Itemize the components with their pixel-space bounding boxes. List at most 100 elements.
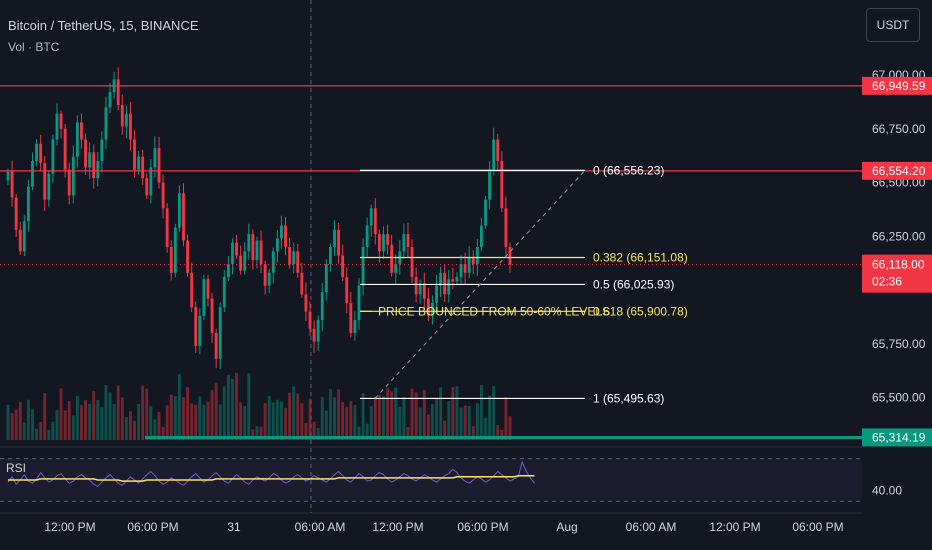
volume-bar [357,426,361,440]
volume-bar [467,406,471,440]
volume-bar [129,411,132,440]
volume-bar [353,404,357,440]
volume-bar [426,414,430,440]
candle-body [406,234,410,247]
fibonacci-retracement[interactable]: 0 (66,556.23) 0.382 (66,151.08) 0.5 (66,02… [360,163,688,405]
volume-bar [173,396,177,440]
volume-bar [341,401,345,440]
volume-bar [165,405,169,440]
volume-bar [386,388,389,440]
candle-body [394,264,398,273]
candle-body [341,255,345,278]
candle-body [202,279,206,316]
volume-bar [63,410,67,440]
volume-bar [231,378,234,440]
volume-bar [145,388,149,440]
volume-bar [447,401,451,440]
candle-body [312,328,316,342]
volume-bar [422,389,426,440]
candle-body [410,247,414,278]
candle-body [475,247,479,265]
volume-bar [361,393,365,440]
fib-level-label: 0 (66,556.23) [593,163,664,177]
candle-body [218,307,222,359]
candle-body [6,171,10,181]
volume-bar [398,407,402,440]
volume-bar [100,407,104,440]
candle-body [484,199,487,226]
candle-body [51,139,55,174]
candle-body [443,272,447,295]
candle-body [402,234,406,252]
candle-body [22,221,26,252]
volume-bar [239,402,243,440]
volume-bar [177,374,181,440]
candle-body [100,139,104,161]
candle-body [275,238,279,252]
candle-body [145,178,149,196]
volume-bar [488,395,492,440]
candle-body [116,79,120,106]
volume-bar [406,426,410,440]
fib-level-label: 0.382 (66,151.08) [593,251,688,265]
candle-body [39,143,43,164]
candle-body [435,285,438,303]
candle-body [271,251,275,273]
volume-bar [186,386,190,440]
candle-body [96,161,100,179]
candle-body [390,244,394,273]
candle-body [67,169,71,196]
volume-bar [116,385,120,440]
volume-bar [84,400,87,440]
candle-body [333,229,336,247]
volume-bar [108,392,112,440]
symbol-title[interactable]: Bitcoin / TetherUS, 15, BINANCE [8,18,199,33]
volume-bar [382,396,385,440]
volume-legend: Vol · BTC [8,40,60,54]
candle-body [157,148,161,183]
candle-body [365,225,369,247]
volume-bar [500,429,504,440]
candle-body [426,298,430,316]
candle-body [141,156,145,179]
volume-bar [198,396,202,440]
rsi-line [7,460,535,488]
volume-bar [22,422,26,440]
candle-body [35,143,38,161]
volume-bar [218,404,222,440]
candle-body [349,302,353,333]
time-tick-label: 06:00 PM [457,520,508,534]
candle-body [255,240,259,260]
candle-body [345,277,349,303]
volume-bar [431,404,434,440]
currency-button[interactable]: USDT [866,8,920,42]
volume-bar [394,387,398,440]
candle-body [492,139,496,170]
volume-bar [137,404,141,440]
candle-body [328,247,332,265]
volume-bar [308,398,312,440]
candle-body [247,234,251,252]
candle-body [198,315,202,346]
volume-bar [463,405,467,440]
candle-body [337,229,341,256]
time-axis[interactable]: 12:00 PM 06:00 PM 31 06:00 AM 12:00 PM 06:00 … [44,520,843,534]
volume-bar [59,388,63,440]
candle-body [284,225,287,247]
candle-body [451,279,455,282]
volume-bar [496,425,500,440]
candlestick-series [6,67,512,370]
countdown-label: 02:36 [872,275,902,289]
time-tick-label: 06:00 AM [295,520,346,534]
candle-body [194,307,198,346]
candle-body [124,113,128,127]
price-axis[interactable]: 67,000.0066,750.0066,500.0066,250.0065,7… [862,0,932,550]
candle-body [447,279,451,295]
volume-bar [88,403,92,440]
candle-body [382,234,385,252]
price-tick-label: 66,750.00 [872,122,926,136]
volume-bar [75,395,79,440]
volume-bar [504,397,508,440]
volume-bar [18,401,22,440]
